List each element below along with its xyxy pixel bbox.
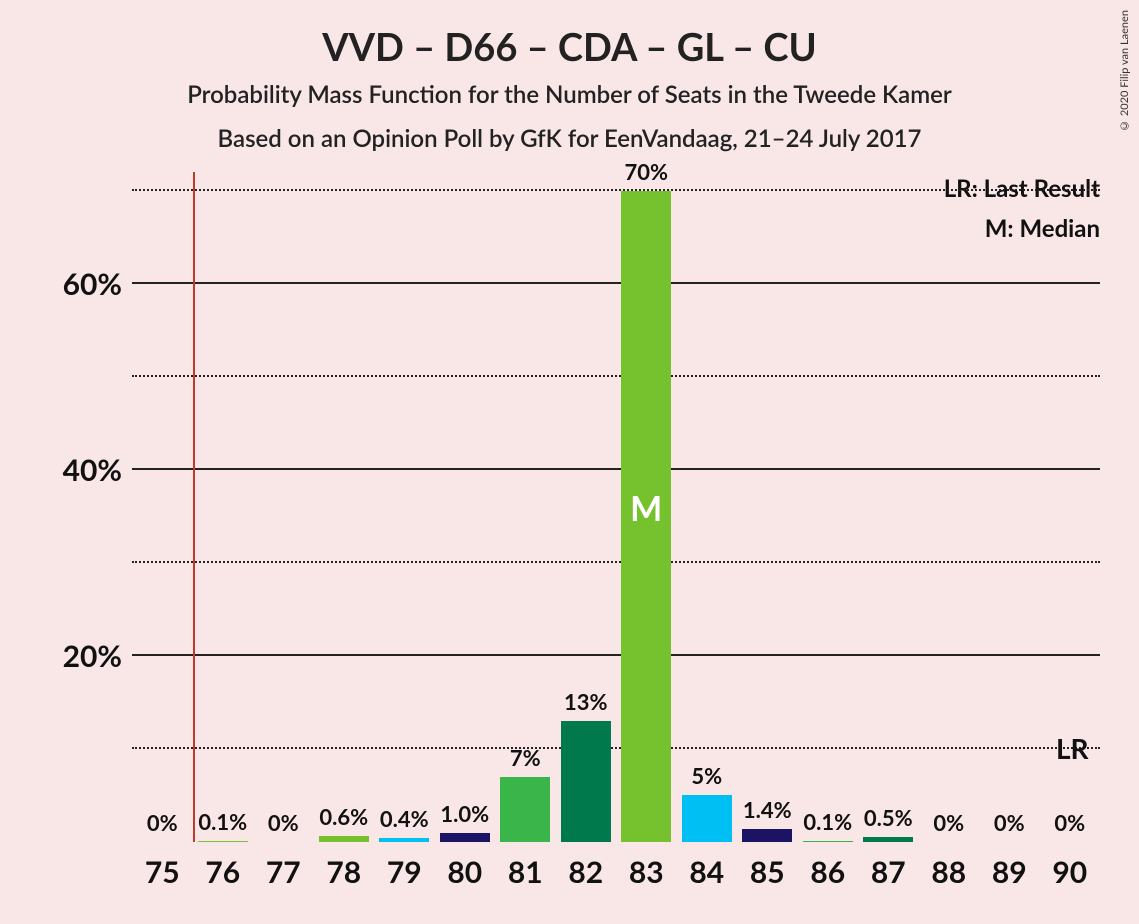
chart-title: VVD – D66 – CDA – GL – CU	[0, 24, 1139, 70]
bar-value-label: 5%	[677, 762, 738, 789]
chart-subtitle-2: Based on an Opinion Poll by GfK for EenV…	[0, 124, 1139, 153]
grid-major	[132, 282, 1100, 284]
bar	[379, 838, 429, 842]
bar-value-label: 0%	[253, 809, 314, 836]
grid-major	[132, 468, 1100, 470]
bar	[319, 836, 369, 842]
x-tick-label: 79	[374, 854, 435, 890]
bar	[500, 777, 550, 842]
bar-value-label: 0.4%	[374, 805, 435, 832]
grid-major	[132, 654, 1100, 656]
bar	[682, 795, 732, 842]
bar	[742, 829, 792, 842]
x-tick-label: 84	[677, 854, 738, 890]
x-tick-label: 82	[556, 854, 617, 890]
bar-value-label: 1.4%	[737, 796, 798, 823]
y-tick-label: 20%	[42, 638, 122, 674]
y-tick-label: 60%	[42, 266, 122, 302]
grid-minor	[132, 561, 1100, 563]
x-tick-label: 77	[253, 854, 314, 890]
bar-value-label: 0%	[979, 809, 1040, 836]
bar-value-label: 0.1%	[193, 808, 254, 835]
bar	[863, 837, 913, 842]
bar-value-label: 0%	[1040, 809, 1101, 836]
median-marker: M	[621, 488, 671, 529]
bar-value-label: 70%	[616, 158, 677, 185]
x-tick-label: 81	[495, 854, 556, 890]
bar-value-label: 0.6%	[314, 803, 375, 830]
x-tick-label: 85	[737, 854, 798, 890]
x-tick-label: 75	[132, 854, 193, 890]
grid-minor	[132, 189, 1100, 191]
x-tick-label: 89	[979, 854, 1040, 890]
bar-value-label: 0%	[132, 809, 193, 836]
bar-value-label: 0.1%	[798, 808, 859, 835]
bar-value-label: 1.0%	[435, 800, 496, 827]
bar-value-label: 0.5%	[858, 804, 919, 831]
grid-minor	[132, 747, 1100, 749]
chart-subtitle-1: Probability Mass Function for the Number…	[0, 80, 1139, 109]
last-result-line	[193, 172, 195, 842]
x-tick-label: 87	[858, 854, 919, 890]
lr-axis-label: LR	[1056, 731, 1089, 765]
x-tick-label: 78	[314, 854, 375, 890]
x-tick-label: 88	[919, 854, 980, 890]
plot-area: 0%0.1%0%0.6%0.4%1.0%7%13%M70%5%1.4%0.1%0…	[132, 172, 1100, 842]
bar-value-label: 0%	[919, 809, 980, 836]
y-tick-label: 40%	[42, 452, 122, 488]
x-tick-label: 90	[1040, 854, 1101, 890]
bar-value-label: 7%	[495, 744, 556, 771]
x-tick-label: 83	[616, 854, 677, 890]
x-tick-label: 80	[435, 854, 496, 890]
grid-minor	[132, 375, 1100, 377]
x-tick-label: 86	[798, 854, 859, 890]
bar	[803, 841, 853, 842]
bar-value-label: 13%	[556, 688, 617, 715]
x-tick-label: 76	[193, 854, 254, 890]
bar	[440, 833, 490, 842]
bar	[561, 721, 611, 842]
bar	[198, 841, 248, 842]
chart-canvas: © 2020 Filip van Laenen VVD – D66 – CDA …	[0, 0, 1139, 924]
